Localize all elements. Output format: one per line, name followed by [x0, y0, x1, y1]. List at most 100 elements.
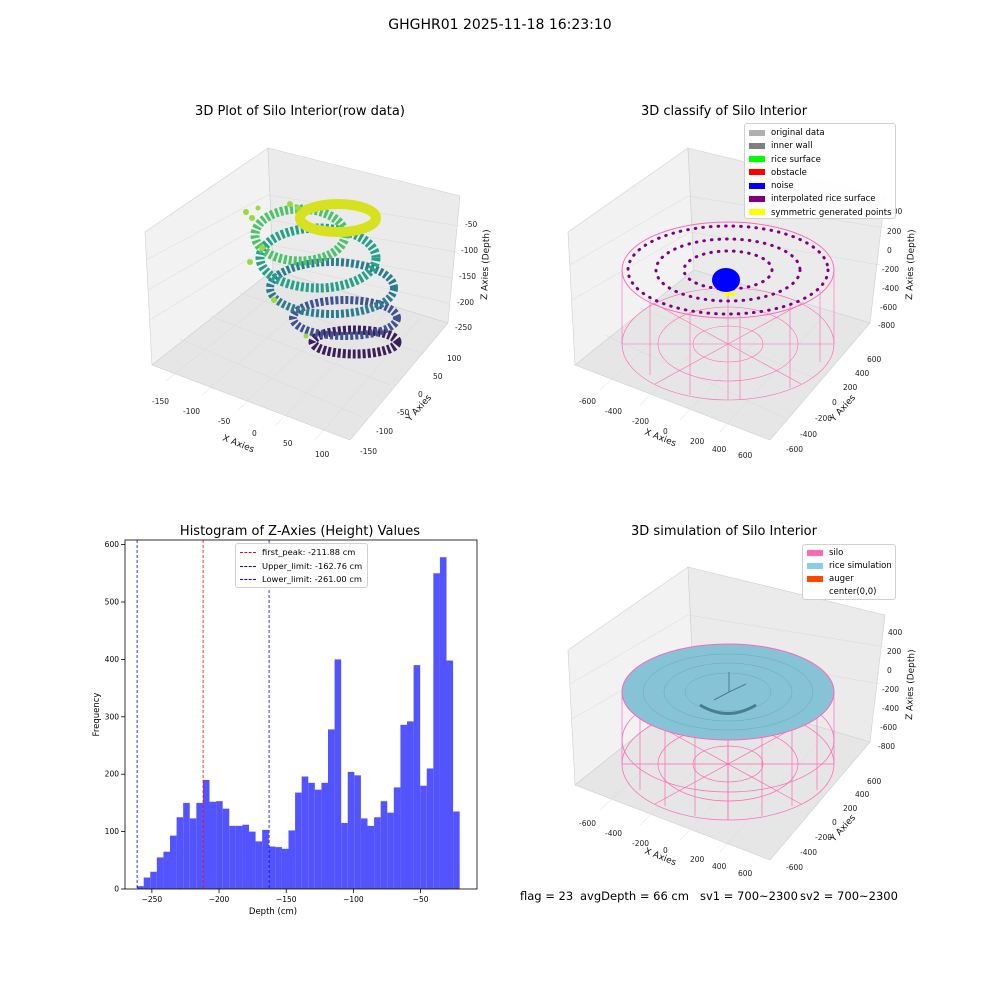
- legend-label: inner wall: [771, 141, 813, 152]
- histogram-xtick-label: −250: [142, 895, 163, 904]
- histogram-xtick-label: −50: [413, 895, 429, 904]
- simulation-ztick: 400: [888, 628, 903, 637]
- raw-xtick: -150: [152, 397, 169, 406]
- classify-ytick: 400: [855, 369, 870, 378]
- classify-ytick: 600: [867, 355, 882, 364]
- histogram-ytick-label: 100: [105, 827, 120, 836]
- histogram-bar: [156, 857, 164, 889]
- legend-item-upper-limit: Upper_limit: -162.76 cm: [240, 560, 362, 574]
- histogram-bar: [328, 729, 335, 889]
- simulation-xtick: -600: [579, 819, 596, 828]
- histogram-bar: [176, 817, 184, 889]
- status-sv1: sv1 = 700~2300: [700, 889, 798, 903]
- classify-legend: original data inner wall rice surface ob…: [744, 123, 896, 219]
- histogram-ytick-label: 200: [105, 770, 120, 779]
- legend-label: interpolated rice surface: [771, 194, 876, 205]
- raw-ztick: -150: [459, 272, 476, 281]
- histogram-ylabel: Frequency: [92, 693, 102, 737]
- histogram-xtick-label: −100: [343, 895, 364, 904]
- histogram-bar: [393, 787, 401, 889]
- histogram-bar: [439, 557, 447, 889]
- histogram-bar: [314, 789, 322, 889]
- legend-item-rice-surface: rice surface: [749, 154, 892, 167]
- histogram-bar: [334, 659, 342, 889]
- raw-xtick: 0: [252, 429, 257, 438]
- simulation-xtick: 200: [690, 855, 705, 864]
- legend-item-original-data: original data: [749, 127, 892, 140]
- histogram-bar: [235, 825, 243, 889]
- simulation-xtick: -200: [632, 839, 649, 848]
- classify-xlabel: X Axies: [643, 428, 678, 450]
- legend-item-lower-limit: Lower_limit: -261.00 cm: [240, 573, 362, 587]
- histogram-chart: −250 −200 −150 −100 −50 0 100 200 300 400 500 600 De…: [92, 539, 478, 917]
- raw-ring-top: [295, 199, 381, 237]
- histogram-bar: [301, 776, 309, 889]
- raw-xtick: 100: [315, 450, 330, 459]
- classify-ztick: 0: [887, 246, 892, 255]
- legend-item-first-peak: first_peak: -211.88 cm: [240, 546, 362, 560]
- histogram-xtick-label: −200: [209, 895, 230, 904]
- histogram-bar: [255, 841, 263, 889]
- raw-xlabel: X Axies: [221, 434, 256, 456]
- legend-label: rice surface: [771, 154, 821, 165]
- histogram-bar: [189, 818, 197, 889]
- classify-xtick: 0: [663, 427, 668, 436]
- raw-ytick: 50: [433, 372, 443, 381]
- legend-swatch: [749, 169, 765, 176]
- classify-zlabel: Z Axies (Depth): [905, 229, 917, 300]
- legend-swatch: [749, 209, 765, 216]
- simulation-auger: [713, 672, 747, 701]
- legend-item-silo: silo: [807, 547, 892, 560]
- legend-line: [240, 552, 256, 553]
- histogram-bar: [380, 801, 388, 889]
- raw-ztick: -100: [461, 246, 478, 255]
- legend-label: Upper_limit: -162.76 cm: [262, 560, 363, 571]
- raw-ztick: -250: [455, 323, 472, 332]
- legend-swatch: [807, 562, 823, 569]
- raw-ytick: -150: [360, 447, 377, 456]
- histogram-ytick-label: 400: [105, 655, 120, 664]
- histogram-bar: [347, 771, 355, 889]
- histogram-ytick-label: 300: [105, 712, 120, 721]
- raw-ztick: -50: [465, 220, 477, 229]
- simulation-ztick: 0: [887, 666, 892, 675]
- histogram-bar: [229, 825, 236, 889]
- histogram-bar: [202, 779, 210, 889]
- histogram-bar: [281, 848, 289, 889]
- legend-item-noise: noise: [749, 180, 892, 193]
- raw-ring-low: [289, 296, 401, 340]
- raw-ytick: 0: [418, 390, 423, 399]
- histogram-bar: [308, 782, 315, 889]
- status-sv2: sv2 = 700~2300: [800, 889, 898, 903]
- status-flag: flag = 23: [520, 889, 574, 903]
- legend-label: original data: [771, 128, 825, 138]
- legend-line: [240, 565, 256, 567]
- raw-plot-title: 3D Plot of Silo Interior(row data): [195, 104, 405, 119]
- raw-floor-pane: [151, 269, 449, 441]
- classify-ytick: -400: [800, 430, 817, 439]
- classify-ytick: 0: [832, 398, 837, 407]
- histogram-bar: [400, 724, 408, 889]
- legend-item-symmetric-generated-points: symmetric generated points: [749, 207, 892, 220]
- classify-ytick: 200: [843, 383, 858, 392]
- histogram-plot-frame: [124, 539, 478, 890]
- simulation-xlabel: X Axies: [643, 847, 678, 869]
- legend-swatch: [749, 142, 765, 149]
- simulation-ytick: -200: [815, 833, 832, 842]
- histogram-bar: [163, 851, 171, 889]
- simulation-ztick: -200: [882, 685, 899, 694]
- legend-label: symmetric generated points: [771, 207, 892, 218]
- classify-xtick: 200: [690, 437, 705, 446]
- legend-item-inner-wall: inner wall: [749, 140, 892, 153]
- histogram-bar: [446, 660, 454, 889]
- histogram-bar: [433, 573, 440, 889]
- raw-ytick: -50: [397, 408, 409, 417]
- simulation-xtick: 400: [712, 862, 727, 871]
- legend-label: silo: [829, 548, 844, 558]
- histogram-bar: [216, 801, 223, 889]
- classify-silo-top-ring: [621, 221, 835, 319]
- histogram-ytick-label: 500: [105, 597, 120, 606]
- histogram-bar: [407, 721, 414, 889]
- legend-swatch: [749, 182, 765, 189]
- status-avg-depth: avgDepth = 66 cm: [580, 889, 689, 903]
